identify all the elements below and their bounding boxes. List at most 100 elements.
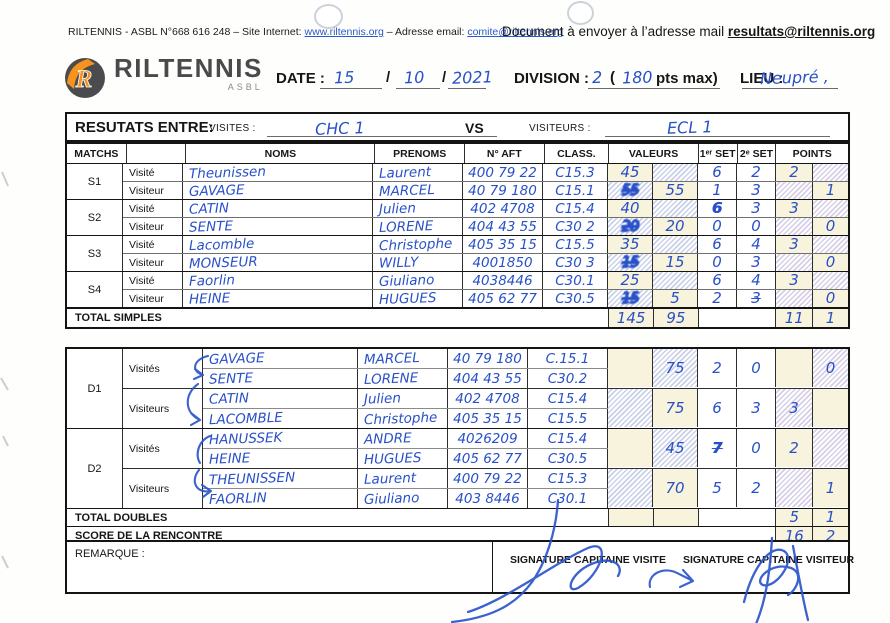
valeur-a: 45: [620, 163, 640, 181]
riltennis-logo: R RILTENNIS ASBL: [62, 55, 263, 101]
valeur-a: [608, 389, 653, 427]
points-b: [813, 272, 848, 289]
match-label: S2: [67, 200, 123, 235]
col-matchs: MATCHS: [67, 144, 127, 163]
points-a: 3: [789, 199, 799, 217]
points-a: [776, 182, 813, 199]
score-label: SCORE DE LA RENCONTRE: [67, 527, 777, 545]
set1-value: 6: [712, 163, 722, 181]
set1-value: 1: [712, 181, 722, 199]
player-nom: Faorlin: [188, 271, 236, 290]
player-class: C30.5: [555, 290, 595, 307]
side-label: Visiteur: [123, 218, 183, 235]
player-prenom: HUGUES: [363, 449, 422, 468]
player-aft: 404 43 55: [468, 218, 537, 235]
match-label: D2: [67, 429, 123, 508]
total-simples-row: TOTAL SIMPLES 145 95 11 1: [67, 308, 848, 327]
date-label: DATE :: [276, 70, 325, 87]
player-prenom: MARCEL: [378, 181, 436, 200]
table-row: Visiteur GAVAGE MARCEL 40 79 180 C15.1 5…: [123, 181, 848, 199]
player-class: C15.5: [555, 236, 595, 253]
side-label: Visité: [123, 164, 183, 181]
player-aft: 4026209: [457, 430, 518, 447]
valeur-b: 75: [665, 398, 685, 417]
logo-wordmark: RILTENNIS: [114, 53, 263, 83]
singles-table: MATCHS NOMS PRENOMS N° AFT CLASS. VALEUR…: [65, 142, 850, 329]
signature-visite-label: SIGNATURE CAPITAINE VISITE: [510, 554, 666, 566]
total-points-a: 5: [789, 508, 800, 526]
player-nom: CATIN: [188, 199, 230, 218]
set1-value: 6: [712, 271, 722, 289]
committee-email-link[interactable]: comite@riltennis.org: [467, 26, 564, 38]
signature-visiteur-label: SIGNATURE CAPITAINE VISITEUR: [683, 554, 855, 566]
results-email: resultats@riltennis.org: [727, 24, 876, 39]
total-simples-label: TOTAL SIMPLES: [67, 309, 610, 327]
valeur-b: [653, 200, 698, 217]
player-prenom: Julien: [378, 199, 417, 218]
points-a: 3: [789, 235, 799, 253]
col-aft: N° AFT: [465, 144, 545, 163]
set2-value: 0: [751, 438, 761, 457]
player-prenom: HUGUES: [378, 289, 437, 308]
set2-value: 3: [751, 398, 761, 417]
player-aft: 4038446: [472, 272, 533, 289]
player-nom: HEINE: [208, 449, 251, 468]
singles-header-row: MATCHS NOMS PRENOMS N° AFT CLASS. VALEUR…: [67, 144, 848, 164]
send-note: Document à envoyer à l’adresse mail resu…: [502, 24, 875, 39]
valeur-a: 35: [620, 235, 640, 253]
send-note-text: Document à envoyer à l’adresse mail: [502, 24, 728, 39]
score-points-a: 16: [784, 526, 804, 545]
singles-match-s3: S3 Visité Lacomble Christophe 405 35 15 …: [67, 235, 848, 272]
col-set1: 1ᵉʳ SET: [699, 144, 738, 163]
points-a: 2: [789, 438, 799, 457]
valeur-a: [608, 469, 653, 507]
points-a: [776, 290, 813, 307]
col-valeurs: VALEURS: [609, 144, 699, 163]
valeur-a: 40: [620, 199, 640, 217]
match-label: S3: [67, 236, 123, 271]
date-month-line: [396, 72, 440, 89]
player-prenom: Christophe: [378, 235, 453, 254]
player-prenom: Giuliano: [363, 489, 420, 508]
player-prenom: ANDRE: [363, 429, 412, 448]
player-aft: 40 79 180: [453, 350, 522, 367]
side-label: Visiteur: [123, 254, 183, 271]
player-nom: THEUNISSEN: [208, 469, 296, 488]
valeur-b: [653, 164, 698, 181]
set1-value: 0: [712, 253, 722, 271]
match-label: D1: [67, 349, 123, 428]
punch-hole-right: [567, 1, 594, 25]
points-b: [813, 164, 848, 181]
col-noms: NOMS: [186, 144, 376, 163]
side-label: Visités: [123, 429, 203, 468]
player-class: C30.2: [547, 370, 588, 387]
total-valeur-b: [653, 509, 699, 526]
points-a: [776, 349, 813, 387]
lieu-line: [742, 72, 838, 89]
date-sep-1: /: [386, 69, 391, 86]
table-row: Visité Theunissen Laurent 400 79 22 C15.…: [123, 163, 848, 182]
player-prenom: Laurent: [378, 163, 432, 182]
singles-match-s4: S4 Visité Faorlin Giuliano 4038446 C30.1…: [67, 272, 848, 308]
set1-value: 2: [712, 289, 722, 307]
player-aft: 405 35 15: [468, 236, 537, 253]
website-link[interactable]: www.riltennis.org: [304, 26, 384, 38]
points-b: 0: [825, 253, 836, 271]
set1-value: 6: [712, 235, 722, 253]
pair-row: Visiteurs CATIN Julien 402 4708 C15.4 LA…: [123, 389, 848, 428]
player-nom: HANUSSEK: [208, 429, 283, 448]
visites-line: [267, 118, 497, 137]
player-class: C30 3: [555, 254, 595, 271]
player-nom: Theunissen: [188, 163, 267, 182]
player-aft: 400 79 22: [453, 470, 522, 487]
player-aft: 403 8446: [455, 490, 520, 507]
side-label: Visité: [123, 272, 183, 289]
points-a: 2: [789, 163, 799, 181]
results-title: RESUTATS ENTRE:: [75, 119, 214, 136]
set1-value: 2: [712, 358, 722, 377]
player-prenom: Christophe: [363, 409, 438, 428]
side-label: Visiteur: [123, 182, 183, 199]
total-sets-blank: [699, 309, 777, 327]
player-aft: 402 4708: [455, 390, 520, 407]
set1-value: 0: [712, 217, 722, 235]
